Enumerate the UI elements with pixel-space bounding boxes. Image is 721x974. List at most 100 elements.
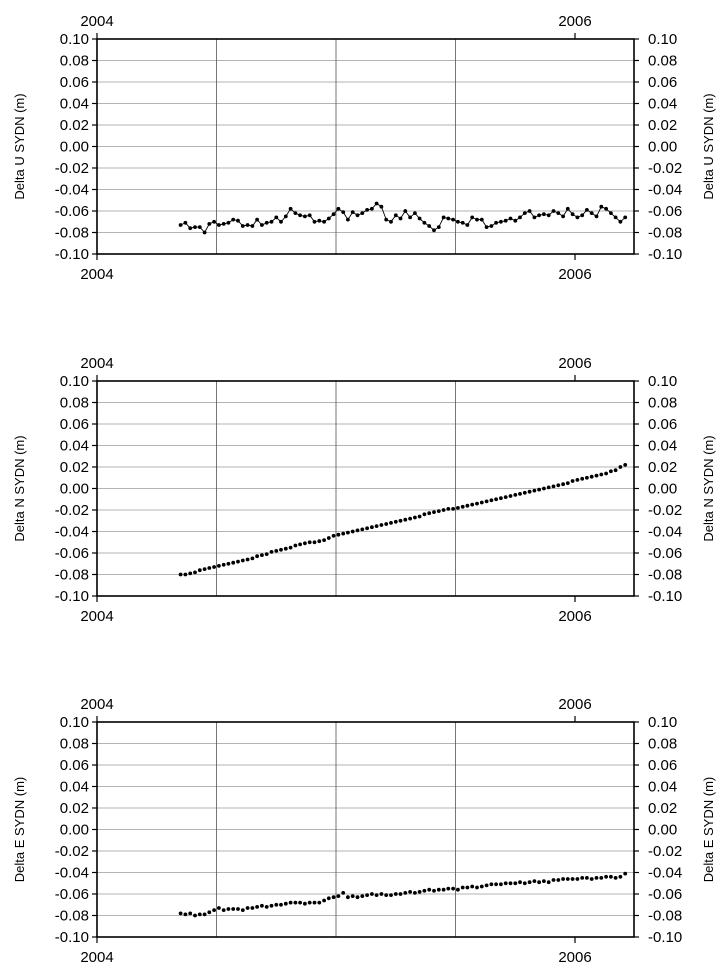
data-point (317, 539, 322, 544)
data-point (312, 900, 317, 905)
y-tick-label-right: -0.04 (648, 182, 682, 199)
data-point (260, 223, 264, 227)
data-point (427, 511, 432, 516)
data-point (350, 210, 355, 215)
data-point (570, 212, 575, 217)
data-point (346, 530, 350, 535)
data-point (322, 898, 326, 903)
data-point (575, 478, 580, 482)
y-tick-label-right: -0.04 (648, 865, 682, 882)
data-point (489, 882, 494, 887)
data-point (312, 219, 317, 224)
data-point (231, 560, 236, 565)
data-point (212, 565, 217, 569)
data-point (326, 896, 331, 901)
data-point (499, 496, 503, 501)
data-point (456, 887, 460, 892)
data-point (561, 214, 565, 219)
data-point (370, 892, 374, 896)
data-point (470, 884, 475, 889)
data-point (264, 552, 269, 556)
data-point (422, 512, 427, 517)
x-tick-label-bottom: 2004 (80, 266, 113, 283)
data-point (379, 523, 384, 527)
data-point (518, 215, 522, 220)
data-point (565, 877, 570, 881)
data-point (589, 474, 594, 479)
data-point (413, 515, 417, 520)
y-tick-label-right: 0.06 (648, 416, 677, 433)
data-point (274, 549, 279, 553)
data-point (298, 900, 302, 905)
x-tick-label-top: 2004 (80, 13, 113, 30)
data-point (221, 222, 226, 226)
data-point (183, 572, 188, 577)
y-tick-label-right: 0.04 (648, 438, 677, 455)
y-tick-label-right: -0.08 (648, 225, 682, 242)
y-tick-label-left: -0.10 (55, 929, 89, 946)
y-tick-label-left: 0.00 (60, 139, 89, 156)
y-tick-label-left: -0.08 (55, 908, 89, 925)
data-point (360, 894, 365, 898)
data-point (255, 905, 259, 909)
y-axis-title-right: Delta N SYDN (m) (701, 435, 716, 541)
y-tick-label-right: 0.06 (648, 757, 677, 774)
data-point (565, 206, 570, 211)
data-point (527, 880, 532, 885)
data-point (188, 571, 193, 576)
x-tick-label-top: 2004 (80, 696, 113, 713)
data-point (288, 545, 293, 550)
y-tick-label-right: 0.10 (648, 714, 677, 731)
data-point (403, 891, 408, 895)
data-point (336, 206, 341, 211)
data-point (537, 487, 541, 492)
data-point (456, 219, 460, 224)
data-point (178, 911, 183, 916)
data-point (370, 525, 374, 530)
data-point (589, 877, 594, 881)
x-tick-label-top: 2006 (558, 696, 591, 713)
x-tick-label-bottom: 2004 (80, 608, 113, 625)
data-point (570, 877, 575, 881)
y-tick-label-right: -0.10 (648, 588, 682, 605)
data-point (456, 506, 460, 510)
data-point (446, 886, 451, 891)
data-point (441, 887, 446, 892)
data-point (188, 226, 193, 231)
data-point (623, 463, 628, 467)
chart-panel-1: 0.10 0.10 0.08 0.08 0.06 0.06 0.04 0.04 0.02 0.02… (12, 13, 716, 283)
data-point (178, 223, 183, 227)
data-point (413, 891, 417, 895)
data-point (384, 893, 389, 897)
data-point (236, 559, 240, 564)
data-point (288, 900, 293, 905)
y-tick-label-left: 0.10 (60, 31, 89, 48)
data-point (197, 912, 202, 917)
data-point (217, 906, 221, 910)
data-point (236, 907, 240, 911)
data-point (604, 206, 608, 211)
data-point (585, 876, 589, 880)
data-point (465, 503, 470, 508)
data-point (618, 219, 623, 224)
data-point (336, 532, 341, 537)
data-point (513, 218, 518, 223)
data-point (269, 903, 274, 908)
data-point (355, 895, 360, 900)
data-point (240, 224, 245, 228)
y-tick-label-left: -0.10 (55, 246, 89, 263)
y-tick-label-right: 0.04 (648, 779, 677, 796)
data-point (188, 911, 193, 916)
y-tick-label-right: 0.02 (648, 117, 677, 134)
data-point (427, 887, 432, 892)
data-point (551, 878, 556, 882)
data-point (245, 223, 250, 227)
data-point (594, 214, 599, 219)
data-point (365, 208, 369, 212)
y-tick-label-left: -0.02 (55, 160, 89, 177)
y-tick-label-left: -0.08 (55, 225, 89, 242)
data-point (221, 908, 226, 912)
y-tick-label-right: -0.08 (648, 908, 682, 925)
data-point (183, 220, 188, 225)
y-tick-label-left: -0.04 (55, 865, 89, 882)
